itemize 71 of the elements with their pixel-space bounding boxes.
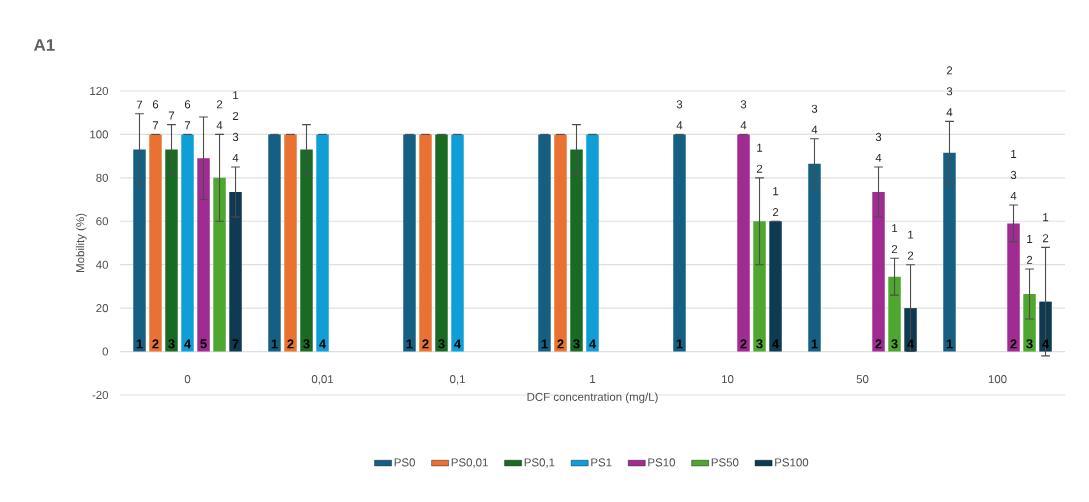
annotation: 2 <box>152 339 159 349</box>
annotation: 3 <box>303 339 310 349</box>
annotation: 3 4 <box>811 104 818 134</box>
annotation: 2 <box>287 339 294 349</box>
annotation: 1 <box>136 339 143 349</box>
legend-label: PS50 <box>711 458 739 467</box>
y-axis-title: Mobility (%) <box>75 213 87 272</box>
annotation: 1 2 <box>1026 235 1033 264</box>
annotation: 2 <box>875 339 882 349</box>
x-tick-label: 0,1 <box>450 375 465 385</box>
annotation: 4 <box>589 339 597 349</box>
annotation: 1 3 4 <box>1010 150 1017 200</box>
annotation: 1 <box>271 339 278 349</box>
annotation: 1 <box>676 339 683 349</box>
legend-label: PS1 <box>591 458 612 467</box>
y-tick-label: 120 <box>90 86 109 96</box>
annotation: 1 2 <box>772 187 779 217</box>
annotation: 3 <box>1026 339 1033 349</box>
legend-label: PS100 <box>775 458 809 467</box>
x-tick-label: 1 <box>590 375 596 383</box>
annotation: 3 <box>573 339 580 349</box>
annotation: 1 2 <box>891 224 898 253</box>
y-tick-label: 80 <box>96 173 109 182</box>
annotation: 2 <box>740 339 747 349</box>
annotation: 4 <box>772 339 780 349</box>
y-tick-label: 100 <box>90 130 109 139</box>
annotation: 3 <box>756 339 763 349</box>
annotation: 3 4 <box>740 100 747 130</box>
annotation: 1 2 <box>756 143 763 173</box>
x-tick-label: 0 <box>184 375 191 384</box>
annotation: 2 <box>1010 339 1017 349</box>
annotation: 3 <box>438 339 445 349</box>
x-tick-label: 0,01 <box>311 375 334 385</box>
legend-label: PS10 <box>648 458 675 467</box>
y-tick-label: 20 <box>96 304 109 313</box>
legend-label: PS0,1 <box>524 458 555 468</box>
x-axis-title: DCF concentration (mg/L) <box>527 392 658 404</box>
y-tick-label: -20 <box>92 390 109 400</box>
annotation: 2 <box>422 339 429 349</box>
annotation: 3 <box>891 339 898 349</box>
annotation: 1 2 <box>907 230 914 260</box>
y-tick-label: 60 <box>96 217 109 226</box>
annotation: 4 <box>319 339 327 349</box>
annotation: 1 <box>541 339 548 349</box>
legend-label: PS0,01 <box>451 458 488 468</box>
annotation: 2 3 4 <box>946 66 953 117</box>
annotation: 1 2 3 4 <box>232 91 239 162</box>
annotation: 5 <box>200 339 207 349</box>
annotation: 3 4 <box>676 100 683 130</box>
x-tick-label: 100 <box>988 375 1007 384</box>
annotation: 6 7 <box>184 100 191 130</box>
annotation: 1 2 <box>1042 213 1049 243</box>
annotation: 1 <box>406 339 413 349</box>
x-tick-label: 50 <box>856 375 869 384</box>
y-tick-label: 40 <box>96 260 109 269</box>
annotation: 4 <box>184 339 192 349</box>
annotation: 2 4 <box>216 100 223 130</box>
chart-title: A1 <box>33 39 55 51</box>
annotation: 7 <box>136 100 143 109</box>
annotation: 4 <box>454 339 462 349</box>
annotation: 7 <box>168 111 175 120</box>
annotation: 3 4 <box>875 132 882 162</box>
annotation: 6 7 <box>152 100 159 130</box>
y-tick-label: 0 <box>102 347 109 356</box>
annotation: 7 <box>232 339 239 349</box>
annotation: 2 <box>557 339 564 349</box>
annotation: 1 <box>946 339 953 349</box>
x-tick-label: 10 <box>722 375 734 384</box>
annotation: 3 <box>168 339 175 349</box>
legend-label: PS0 <box>394 458 415 467</box>
annotation: 1 <box>811 339 818 349</box>
